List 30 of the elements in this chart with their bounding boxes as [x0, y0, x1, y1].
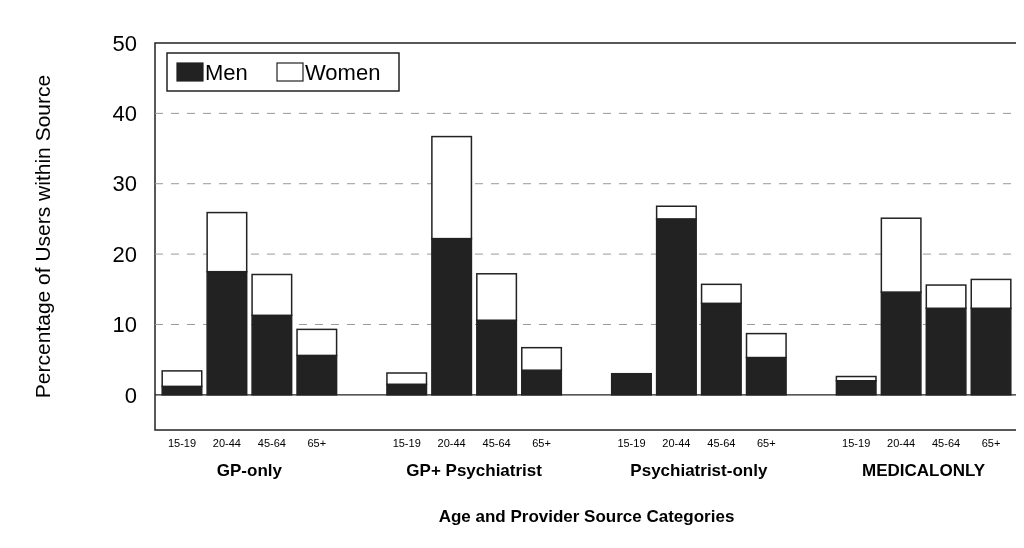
legend-label: Men	[205, 60, 248, 85]
x-tick-label: 15-19	[167, 437, 197, 449]
y-tick-label: 0	[124, 382, 137, 408]
y-tick-label: 20	[112, 241, 137, 267]
x-tick-label: 45-64	[482, 437, 511, 449]
x-tick-label: 15-19	[617, 437, 646, 449]
text: GP-only	[216, 461, 283, 480]
x-axis-title: Age and Provider Source Categories	[438, 507, 735, 526]
x-tick-label: 15-19	[842, 437, 871, 449]
y-tick-label: 10	[112, 312, 137, 338]
legend-label: Women	[305, 60, 381, 85]
x-tick-label: 20-44	[887, 437, 916, 449]
x-tick-label: 20-44	[212, 437, 241, 449]
y-tick-label: 50	[112, 30, 137, 56]
x-tick-label: 20-44	[437, 437, 466, 449]
y-tick-label: 30	[112, 171, 137, 197]
text: Psychiatrist-only	[630, 461, 768, 480]
x-tick-label: 20-44	[662, 437, 691, 449]
x-tick-label: 45-64	[257, 437, 286, 449]
x-tick-label: 45-64	[707, 437, 736, 449]
x-tick-label: 65+	[532, 437, 551, 449]
x-tick-label: 15-19	[392, 437, 421, 449]
text: GP+ Psychiatrist	[406, 461, 543, 480]
x-tick-label: 65+	[981, 437, 1001, 449]
y-tick-label: 40	[112, 101, 137, 127]
x-tick-label: 65+	[756, 437, 776, 449]
y-axis-title: Percentage of Users within Source	[31, 74, 54, 399]
text: MEDICALONLY	[862, 461, 986, 480]
x-tick-label: 45-64	[932, 437, 961, 449]
x-tick-label: 65+	[307, 437, 327, 449]
